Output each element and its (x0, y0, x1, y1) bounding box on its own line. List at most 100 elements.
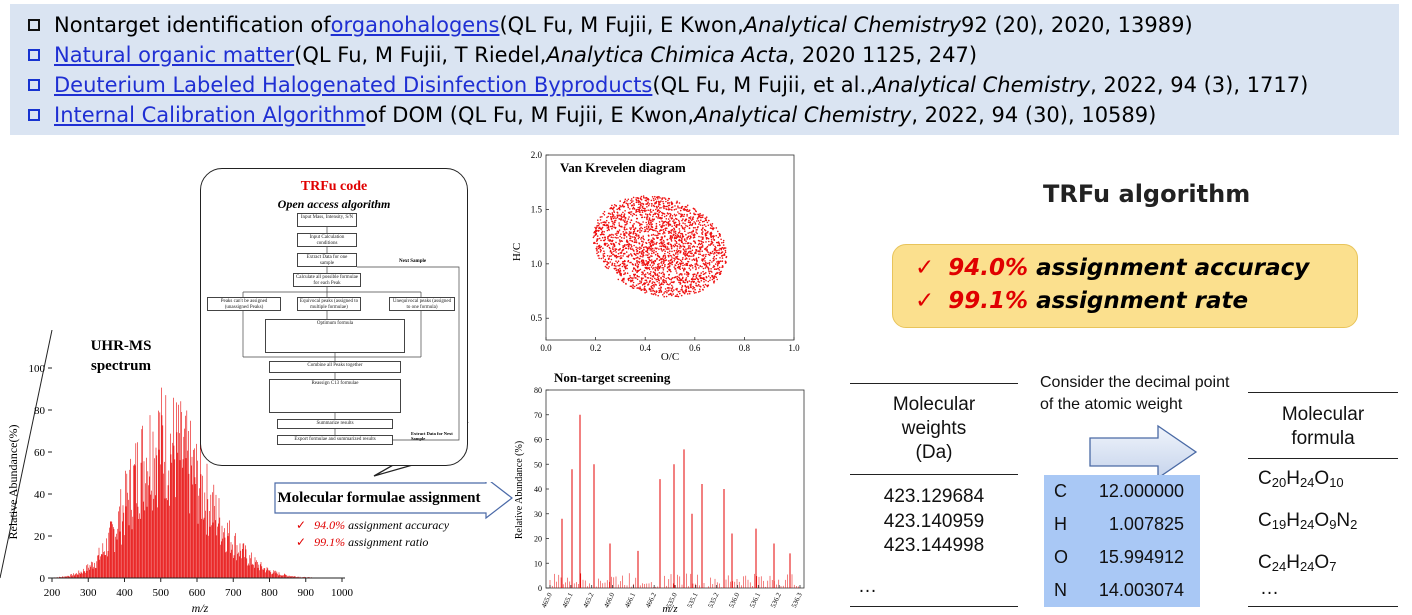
vk-point (611, 207, 613, 210)
vk-point (627, 203, 629, 205)
screening-y-tick-label: 40 (534, 485, 542, 494)
vk-point (706, 284, 708, 287)
vk-point (706, 232, 709, 234)
vk-point (630, 248, 632, 251)
reference-link[interactable]: Internal Calibration Algorithm (54, 103, 366, 127)
vk-point (685, 233, 687, 236)
spectrum-y-tick-label: 100 (29, 363, 46, 375)
mw-header-line3: (Da) (915, 442, 953, 463)
vk-point (611, 212, 614, 214)
vk-point (642, 271, 644, 273)
vk-point (696, 245, 699, 248)
vk-point (705, 265, 708, 268)
vk-point (651, 262, 653, 264)
vk-point (667, 290, 670, 292)
vk-point (674, 234, 677, 237)
vk-point (681, 267, 684, 269)
vk-point (629, 237, 631, 240)
vk-point (697, 278, 699, 280)
vk-point (699, 290, 701, 292)
screening-y-tick-label: 0 (538, 584, 542, 593)
vk-point (626, 222, 628, 225)
vk-point (681, 237, 683, 239)
vk-point (623, 213, 626, 215)
vk-point (636, 230, 639, 232)
vk-point (681, 287, 683, 289)
vk-point (702, 227, 704, 229)
vk-point (636, 262, 639, 264)
vk-point (622, 245, 624, 247)
vk-point (665, 224, 667, 226)
vk-point (709, 227, 712, 229)
vk-point (697, 220, 700, 222)
vk-point (650, 249, 653, 251)
vk-point (694, 263, 696, 265)
vk-point (636, 250, 638, 253)
vk-point (702, 278, 705, 281)
vk-point (623, 277, 625, 280)
vk-point (695, 252, 697, 254)
vk-point (626, 240, 629, 243)
vk-point (638, 261, 641, 264)
reference-link[interactable]: Natural organic matter (54, 43, 295, 67)
vk-point (673, 230, 675, 232)
vk-point (676, 287, 678, 290)
vk-point (597, 238, 599, 240)
vk-point (701, 250, 703, 252)
reference-link[interactable]: organohalogens (330, 13, 500, 37)
element-row: H 1.007825 (1054, 514, 1184, 535)
vk-point (705, 276, 708, 278)
vk-point (592, 236, 595, 239)
vk-point (716, 241, 719, 244)
vk-point (687, 236, 689, 238)
vk-point (693, 292, 696, 294)
vk-point (695, 220, 698, 222)
vk-point (640, 281, 643, 283)
vk-point (660, 262, 662, 264)
element-symbol: H (1054, 514, 1067, 534)
vk-point (646, 250, 648, 253)
vk-point (666, 290, 668, 292)
vk-point (649, 214, 652, 216)
vk-point (686, 215, 688, 217)
vk-point (674, 217, 677, 220)
vk-point (654, 272, 657, 275)
vk-point (718, 244, 721, 247)
vk-point (597, 222, 599, 224)
vk-point (641, 262, 643, 264)
vk-point (595, 228, 597, 230)
vk-point (601, 236, 604, 239)
vk-point (662, 267, 665, 269)
vk-point (708, 254, 711, 256)
vk-point (617, 278, 620, 281)
vk-point (608, 258, 610, 260)
vk-point (618, 206, 621, 209)
vk-point (610, 236, 613, 238)
vk-point (622, 248, 625, 251)
vk-point (643, 216, 646, 219)
vk-point (698, 235, 700, 238)
vk-point (641, 205, 644, 208)
mw-value: 423.129684 (883, 486, 985, 507)
vk-point (623, 279, 625, 281)
vk-point (615, 269, 618, 272)
conversion-arrow-icon (1089, 424, 1198, 480)
vk-point (598, 237, 601, 240)
vk-point (669, 216, 671, 218)
vk-point (663, 197, 666, 199)
vk-point (663, 259, 665, 262)
table-rule-mid (850, 474, 1018, 475)
vk-point (687, 248, 689, 250)
vk-point (674, 244, 677, 247)
vk-point (661, 258, 663, 261)
vk-point (685, 240, 687, 242)
vk-point (704, 255, 707, 258)
reference-link[interactable]: Deuterium Labeled Halogenated Disinfecti… (54, 73, 653, 97)
vk-point (619, 218, 621, 220)
vk-point (604, 236, 606, 238)
vk-point (649, 208, 652, 211)
vk-point (710, 270, 712, 272)
vk-point (676, 293, 678, 296)
vk-point (671, 215, 674, 217)
vk-point (650, 246, 653, 248)
